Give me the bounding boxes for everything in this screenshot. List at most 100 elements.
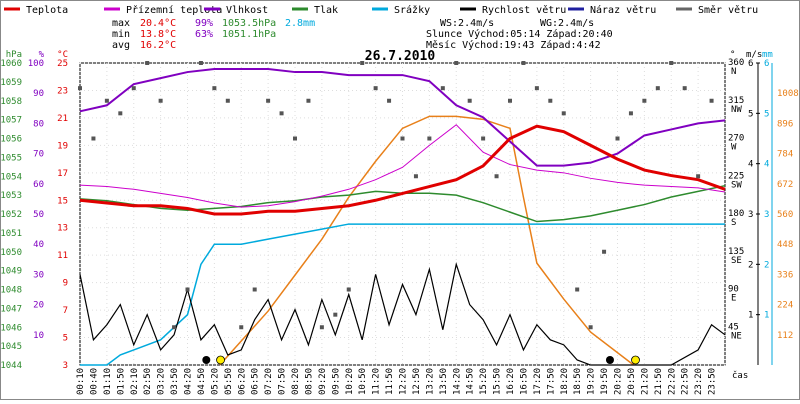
tick-hpa: 1049 — [0, 267, 22, 277]
legend-label: Tlak — [314, 5, 338, 16]
tick-pct: 80 — [33, 119, 44, 129]
dir-point — [615, 136, 620, 141]
x-tick-label: 06:20 — [237, 368, 247, 395]
tick-solar: 896 — [777, 119, 793, 129]
tick-dir-name: E — [731, 294, 736, 304]
plot-area — [78, 61, 726, 366]
x-tick-label: 01:50 — [116, 368, 126, 395]
axis-label-rain: mm — [762, 50, 773, 60]
tick-temp: 23 — [57, 86, 68, 96]
dir-point — [561, 111, 566, 116]
x-tick-label: 14:50 — [466, 368, 476, 395]
legend-label: Směr větru — [698, 4, 758, 16]
stat-avg-label: avg — [112, 40, 130, 51]
stat-max-label: max — [112, 18, 130, 29]
tick-hpa: 1044 — [0, 361, 22, 371]
x-tick-label: 21:50 — [654, 368, 664, 395]
tick-solar: 336 — [777, 270, 793, 280]
tick-pct: 20 — [33, 301, 44, 311]
tick-hpa: 1052 — [0, 210, 22, 220]
tick-dir: 45 — [728, 322, 739, 332]
tick-dir: 180 — [728, 209, 744, 219]
tick-dir: 315 — [728, 96, 744, 106]
tick-rain: 2 — [764, 260, 769, 270]
stat-max-hum: 99% — [195, 18, 213, 29]
x-tick-label: 11:20 — [372, 368, 382, 395]
dir-point — [333, 312, 338, 317]
x-tick-label: 05:50 — [224, 368, 234, 395]
tick-dir-name: NE — [731, 331, 742, 341]
dir-point — [373, 86, 378, 91]
x-tick-label: 18:20 — [560, 368, 570, 395]
series-line-vlhkost — [79, 68, 726, 167]
x-tick-label: 09:50 — [331, 368, 341, 395]
dir-point — [131, 86, 136, 91]
tick-solar: 560 — [777, 210, 793, 220]
axis-label-pct: % — [39, 50, 45, 60]
dir-point — [642, 98, 647, 103]
x-axis: 00:10 00:40 01:10 01:50 02:10 02:50 03:20 03:50… — [76, 368, 748, 395]
stat-wg: WG:2.4m/s — [540, 18, 594, 29]
x-tick-label: 20:20 — [614, 368, 624, 395]
x-tick-label: 22:50 — [681, 368, 691, 395]
x-tick-label: 14:20 — [452, 368, 462, 395]
tick-solar: 112 — [777, 331, 793, 341]
tick-hpa: 1051 — [0, 229, 22, 239]
stat-sun: Slunce Východ:05:14 Západ:20:40 — [426, 28, 613, 40]
x-tick-label: 03:50 — [170, 368, 180, 395]
dir-point — [118, 111, 123, 116]
dir-point — [454, 61, 459, 65]
tick-wind: 1 — [748, 311, 753, 321]
tick-hpa: 1045 — [0, 342, 22, 352]
x-tick-label: 03:20 — [157, 368, 167, 395]
tick-hpa: 1056 — [0, 135, 22, 145]
dir-point — [225, 98, 230, 103]
dir-point — [588, 325, 593, 330]
x-tick-label: 06:50 — [251, 368, 261, 395]
tick-hpa: 1055 — [0, 153, 22, 163]
stat-min-hum: 63% — [195, 29, 213, 40]
tick-dir: 360 — [728, 58, 744, 68]
tick-temp: 7 — [63, 306, 68, 316]
x-tick-label: 01:10 — [103, 368, 113, 395]
tick-temp: 17 — [57, 169, 68, 179]
legend-label: Teplota — [26, 5, 68, 16]
tick-dir-name: N — [731, 67, 736, 77]
x-tick-label: 08:20 — [291, 368, 301, 395]
dir-point — [709, 98, 714, 103]
tick-wind: 3 — [748, 210, 753, 220]
series-line-teplota — [79, 124, 726, 216]
axis-label-temp: °C — [57, 50, 68, 60]
stat-max-rain: 2.8mm — [285, 18, 315, 29]
tick-temp: 15 — [57, 196, 68, 206]
dir-point — [360, 61, 365, 65]
dir-point — [534, 86, 539, 91]
dir-point — [279, 111, 284, 116]
tick-hpa: 1060 — [0, 59, 22, 69]
stat-avg-temp: 16.2°C — [140, 40, 176, 51]
x-tick-label: 13:20 — [425, 368, 435, 395]
x-tick-label: 17:20 — [533, 368, 543, 395]
tick-dir: 90 — [728, 285, 739, 295]
dir-point — [198, 61, 203, 65]
stat-max-press: 1053.5hPa — [222, 18, 276, 29]
dir-point — [427, 136, 432, 141]
x-tick-label: 20:50 — [627, 368, 637, 395]
x-tick-label: 13:50 — [439, 368, 449, 395]
stat-ws: WS:2.4m/s — [440, 18, 494, 29]
dir-point — [212, 86, 217, 91]
tick-dir-name: W — [731, 143, 737, 153]
x-tick-label: 07:20 — [264, 368, 274, 395]
legend-label: Náraz větru — [590, 4, 656, 16]
tick-wind: 4 — [748, 160, 753, 170]
tick-solar: 448 — [777, 240, 793, 250]
dir-point — [319, 325, 324, 330]
legend-label: Rychlost větru — [482, 4, 566, 16]
tick-hpa: 1058 — [0, 97, 22, 107]
tick-dir-name: SW — [731, 180, 742, 190]
dir-point — [696, 174, 701, 179]
moonset-marker — [202, 356, 211, 364]
tick-rain: 3 — [764, 210, 769, 220]
dir-point — [575, 287, 580, 292]
